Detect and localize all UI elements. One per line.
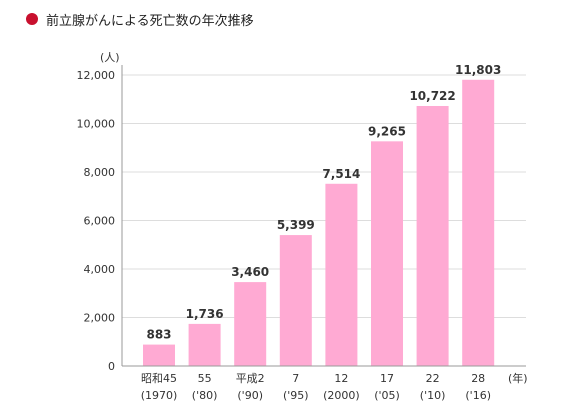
x-tick-label-year: ('95)	[283, 389, 309, 402]
bar-value-label: 10,722	[409, 89, 455, 103]
bar	[416, 105, 449, 366]
title-bullet-icon	[26, 13, 38, 25]
x-tick-label-year: (2000)	[323, 389, 360, 402]
x-tick-label-era: 12	[334, 372, 348, 385]
grid-lines	[122, 74, 526, 318]
y-tick-label: 12,000	[77, 69, 116, 82]
y-tick-label: 2,000	[84, 312, 116, 325]
chart-title: 前立腺がんによる死亡数の年次推移	[46, 13, 254, 29]
bar	[462, 79, 495, 366]
x-tick-label-era: 7	[292, 372, 299, 385]
y-tick-label: 10,000	[77, 118, 116, 131]
x-tick-label-era: 平成2	[236, 372, 265, 385]
x-tick-label-year: ('10)	[420, 389, 446, 402]
bar-value-label: 7,514	[322, 167, 360, 181]
bar	[234, 282, 267, 366]
y-tick-label: 4,000	[84, 263, 116, 276]
x-tick-label-year: ('90)	[237, 389, 263, 402]
bars	[143, 79, 495, 366]
bar-value-label: 9,265	[368, 124, 406, 138]
axes	[121, 65, 526, 367]
x-tick-label-year: (1970)	[141, 389, 178, 402]
chart-title-row: 前立腺がんによる死亡数の年次推移	[26, 9, 254, 29]
bar	[188, 323, 221, 366]
bar	[371, 141, 403, 366]
bar-value-label: 3,460	[231, 265, 269, 279]
x-tick-label-year: ('05)	[374, 389, 400, 402]
y-tick-label: 0	[108, 360, 115, 373]
y-axis-unit-label: (人)	[100, 51, 120, 64]
bar-value-label: 883	[146, 328, 171, 342]
bar	[325, 183, 358, 366]
x-tick-label-era: 28	[471, 372, 485, 385]
labels: 0 2,000 4,000 6,000 8,000 10,000 12,000 (人) 883 昭…	[77, 51, 528, 402]
x-tick-label-era: 昭和45	[141, 372, 177, 385]
x-tick-label-era: 55	[198, 372, 212, 385]
x-tick-label-era: 17	[380, 372, 394, 385]
y-tick-label: 6,000	[84, 215, 116, 228]
bar-value-label: 11,803	[455, 63, 501, 77]
x-axis-unit-label: (年)	[508, 371, 528, 385]
y-tick-label: 8,000	[84, 166, 116, 179]
bar-value-label: 1,736	[186, 307, 224, 321]
x-tick-label-era: 22	[426, 372, 440, 385]
bar-value-label: 5,399	[277, 218, 315, 232]
x-tick-label-year: ('80)	[192, 389, 218, 402]
bar	[279, 235, 312, 366]
bar	[143, 344, 175, 366]
x-tick-label-year: ('16)	[465, 389, 491, 402]
